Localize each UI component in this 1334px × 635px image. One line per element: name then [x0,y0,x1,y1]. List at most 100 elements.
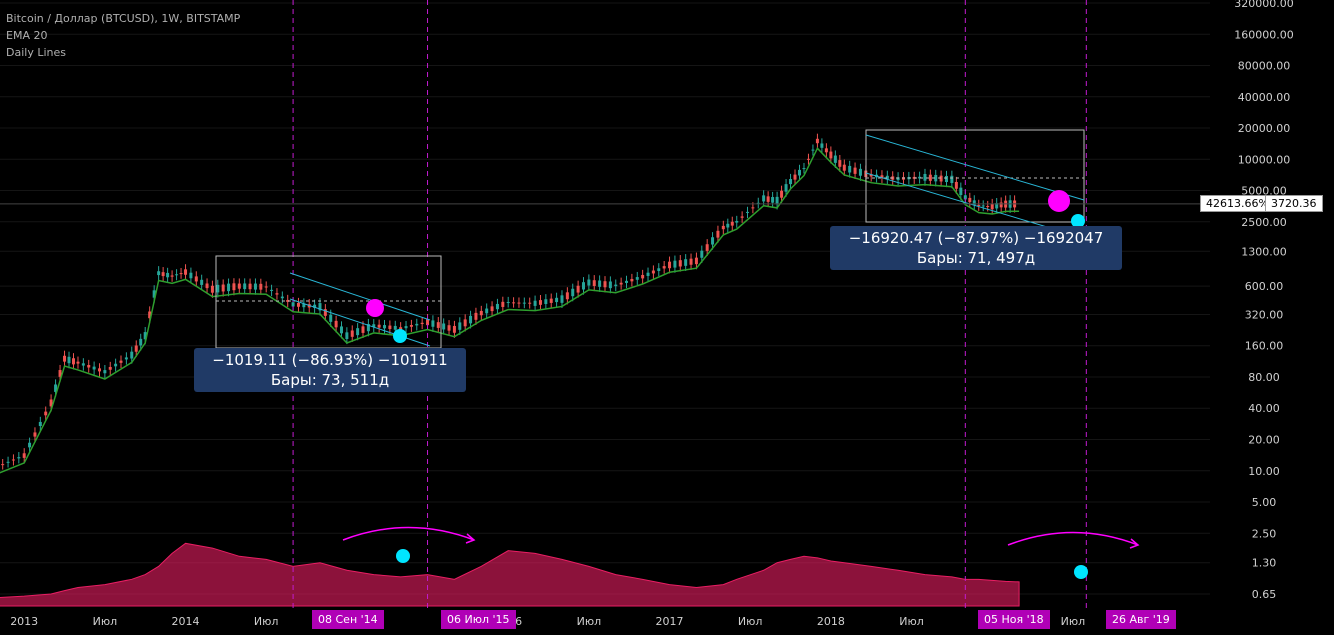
candle-body [200,279,204,285]
y-tick-label: 2.50 [1252,527,1277,540]
candle-body [517,302,521,304]
candle-body [784,184,788,192]
candle-body [954,181,958,189]
cyan-dot [1071,214,1085,228]
candle-body [603,281,607,288]
candle-body [6,461,10,463]
candle-body [544,299,548,304]
candle-body [694,257,698,265]
candle-body [981,205,985,207]
x-tick-label: Июл [93,615,118,628]
candle-body [67,356,71,364]
candle-body [302,303,306,308]
candle-body [205,283,209,289]
candle-body [334,320,338,328]
candle-body [166,272,170,278]
candle-body [194,276,198,282]
candle-body [458,322,462,330]
candle-body [533,300,537,306]
candle-body [797,169,801,176]
measure-bars: Бары: 71, 497д [916,249,1036,267]
channel-bottom [289,298,431,347]
candle-body [581,282,585,290]
candle-body [71,358,75,365]
x-tick-label: Июл [577,615,602,628]
candle-body [1,464,5,466]
x-tick-label: Июл [254,615,279,628]
y-tick-label: 160000.00 [1234,28,1294,41]
y-tick-label: 10000.00 [1238,153,1291,166]
date-marker-2014: 08 Сен '14 [312,610,384,629]
candle-body [735,220,739,223]
candle-body [565,292,569,300]
y-tick-label: 80000.00 [1238,60,1291,73]
legend-daily-lines: Daily Lines [6,46,66,59]
candle-body [721,225,725,230]
candle-body [751,207,755,209]
candle-body [820,143,824,148]
candle-body [216,284,220,293]
candle-body [869,174,873,177]
measure-change: −1019.11 (−86.93%) −101911 [212,351,448,369]
candle-body [81,363,85,366]
y-tick-label: 0.65 [1252,588,1277,601]
y-tick-label: 320.00 [1245,308,1284,321]
measure-box-2018[interactable]: −16920.47 (−87.97%) −1692047 Бары: 71, 4… [830,226,1122,270]
candle-body [995,203,999,209]
measure-box-2014[interactable]: −1019.11 (−86.93%) −101911 Бары: 73, 511… [194,348,466,392]
channel-top [865,134,1085,201]
candle-body [291,302,295,307]
candle-body [11,459,15,461]
candle-body [490,306,494,312]
candle-body [885,175,889,179]
candle-body [452,325,456,333]
candle-body [641,274,645,279]
candle-body [657,268,661,271]
candle-body [157,271,161,276]
candle-body [404,326,408,329]
candle-body [842,164,846,171]
candle-body [366,324,370,332]
candle-body [54,384,58,392]
candle-body [179,273,183,275]
candle-body [986,206,990,208]
candle-body [684,259,688,266]
candle-body [576,285,580,293]
candle-body [409,324,413,327]
candle-body [928,174,932,181]
legend-symbol: Bitcoin / Доллар (BTCUSD), 1W, BITSTAMP [6,12,241,25]
candle-body [848,165,852,173]
y-tick-label: 2500.00 [1241,216,1287,229]
date-marker-2015: 06 Июл '15 [441,610,516,629]
candle-body [829,151,833,159]
candle-body [76,361,80,364]
candle-body [479,310,483,316]
x-tick-label: Июл [1061,615,1086,628]
candle-body [227,283,231,292]
x-tick-label: 2018 [817,615,845,628]
candle-body [756,202,760,204]
candle-body [630,278,634,282]
candle-body [431,320,435,327]
candle-body [726,223,730,228]
candle-body [824,148,828,153]
y-tick-label: 80.00 [1248,371,1280,384]
candle-body [148,311,152,319]
y-tick-label: 20000.00 [1238,122,1291,135]
candle-body [33,432,37,437]
candle-body [436,322,440,328]
candle-body [296,302,300,307]
candle-body [793,174,797,180]
y-tick-label: 1.30 [1252,557,1277,570]
y-tick-label: 10.00 [1248,465,1280,478]
cyan-dot [1074,565,1088,579]
x-tick-label: 2014 [172,615,200,628]
candle-body [972,200,976,205]
candle-body [383,325,387,329]
candle-body [447,325,451,331]
candle-body [977,204,981,206]
y-tick-label: 320000.00 [1234,0,1294,10]
candle-body [280,296,284,299]
candle-body [999,202,1003,208]
